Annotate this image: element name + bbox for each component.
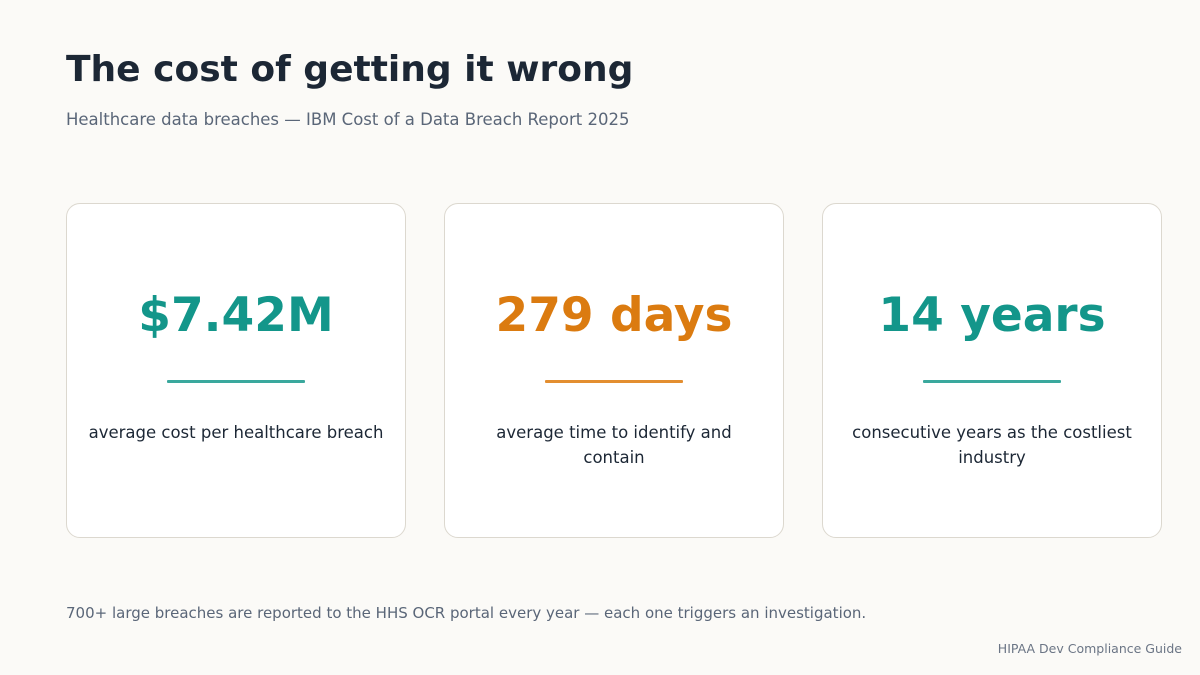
- stat-value-years: 14 years: [878, 288, 1106, 343]
- stat-card-time: 279 days average time to identify and co…: [444, 203, 784, 538]
- stat-card-years: 14 years consecutive years as the costli…: [822, 203, 1162, 538]
- stat-card-cost: $7.42M average cost per healthcare breac…: [66, 203, 406, 538]
- stat-value-cost: $7.42M: [138, 288, 334, 343]
- branding-label: HIPAA Dev Compliance Guide: [997, 641, 1182, 656]
- footnote: 700+ large breaches are reported to the …: [66, 604, 867, 622]
- slide-title: The cost of getting it wrong: [66, 49, 634, 90]
- slide-subtitle: Healthcare data breaches — IBM Cost of a…: [66, 110, 630, 129]
- stat-divider: [167, 380, 305, 383]
- stat-divider: [923, 380, 1061, 383]
- stat-description-years: consecutive years as the costliest indus…: [852, 423, 1132, 467]
- stat-description-cost: average cost per healthcare breach: [88, 423, 384, 442]
- stat-description-time: average time to identify and contain: [496, 423, 732, 467]
- stat-value-time: 279 days: [495, 288, 733, 343]
- stat-divider: [545, 380, 683, 383]
